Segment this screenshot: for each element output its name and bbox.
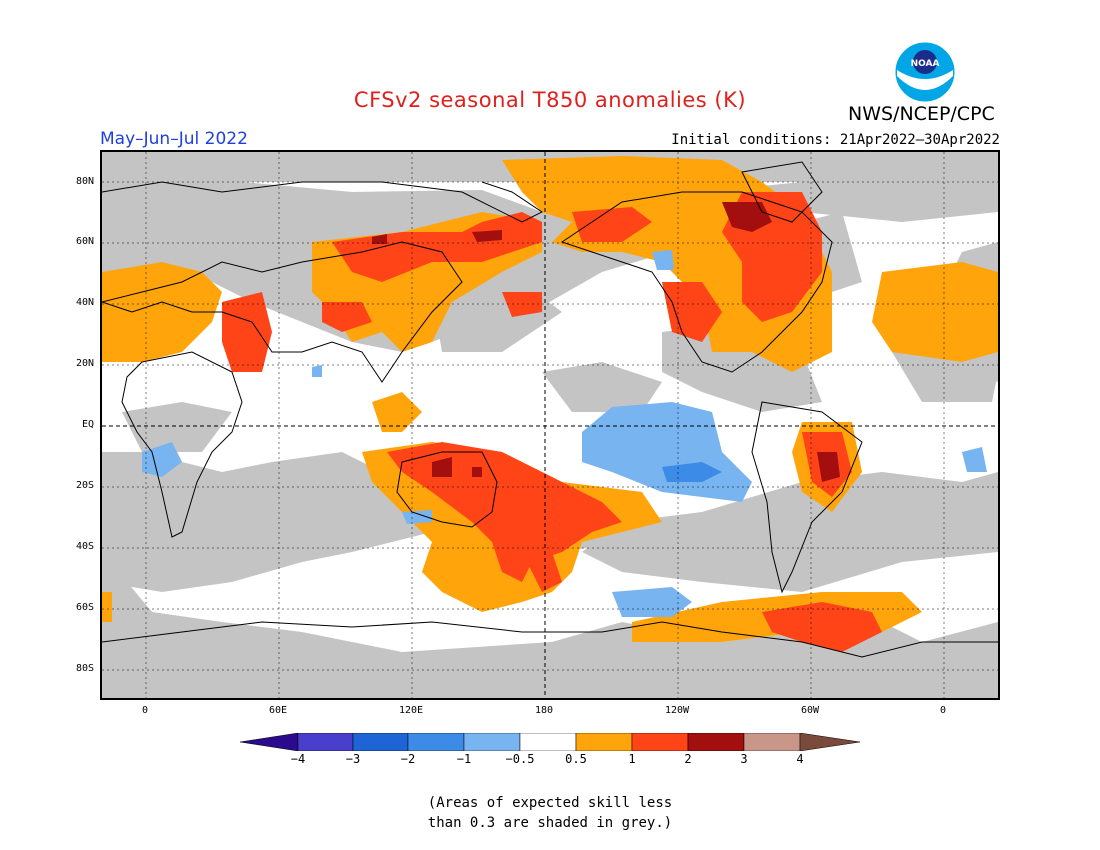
lon-label: 0 bbox=[939, 705, 947, 716]
lat-label: 60N bbox=[75, 236, 94, 247]
forecast-period: May–Jun–Jul 2022 bbox=[100, 129, 248, 149]
colorbar-tick: −1 bbox=[456, 752, 472, 766]
colorbar-arrow-high bbox=[799, 732, 861, 752]
colorbar-tick: −0.5 bbox=[505, 752, 535, 766]
colorbar-tick: 0.5 bbox=[565, 752, 587, 766]
organization-label: NWS/NCEP/CPC bbox=[848, 103, 995, 125]
lat-label: 60S bbox=[75, 602, 94, 613]
negative-anomaly-1-to-2 bbox=[662, 462, 722, 482]
skill-note-line: than 0.3 are shaded in grey.) bbox=[427, 815, 673, 831]
lat-label: 40S bbox=[75, 541, 94, 552]
noaa-logo: NOAA bbox=[893, 40, 957, 108]
colorbar-segment bbox=[687, 732, 745, 752]
graticule bbox=[102, 152, 998, 698]
lon-label: 60E bbox=[268, 705, 288, 716]
lon-label: 180 bbox=[534, 705, 554, 716]
lat-label: 20S bbox=[75, 480, 94, 491]
svg-text:NOAA: NOAA bbox=[911, 59, 940, 69]
colorbar bbox=[239, 732, 862, 755]
colorbar-segment bbox=[631, 732, 689, 752]
skill-note: (Areas of expected skill less than 0.3 a… bbox=[0, 793, 1100, 833]
lat-label: EQ bbox=[81, 419, 94, 430]
lon-label: 120W bbox=[664, 705, 690, 716]
lon-label: 60W bbox=[800, 705, 820, 716]
colorbar-tick: 2 bbox=[684, 752, 692, 766]
colorbar-tick: −4 bbox=[290, 752, 306, 766]
colorbar-segment bbox=[743, 732, 801, 752]
lat-label: 80N bbox=[75, 176, 94, 187]
lon-label: 0 bbox=[141, 705, 149, 716]
colorbar-segment bbox=[519, 732, 577, 752]
equator-dateline bbox=[102, 152, 998, 698]
colorbar-segment bbox=[463, 732, 521, 752]
lat-label: 80S bbox=[75, 663, 94, 674]
colorbar-segment bbox=[297, 732, 354, 752]
map-title: CFSv2 seasonal T850 anomalies (K) bbox=[353, 88, 747, 112]
positive-anomaly-2-to-3 bbox=[372, 202, 840, 482]
colorbar-segment bbox=[407, 732, 465, 752]
colorbar-segment bbox=[575, 732, 633, 752]
colorbar-tick: 1 bbox=[628, 752, 636, 766]
colorbar-tick: −2 bbox=[400, 752, 416, 766]
lon-label: 120E bbox=[398, 705, 424, 716]
colorbar-arrow-low bbox=[239, 732, 299, 752]
lat-label: 40N bbox=[75, 297, 94, 308]
colorbar-tick: 4 bbox=[796, 752, 804, 766]
colorbar-tick: −3 bbox=[345, 752, 361, 766]
coastline bbox=[102, 161, 998, 658]
anomaly-map bbox=[100, 150, 1000, 700]
skill-note-line: (Areas of expected skill less bbox=[427, 795, 673, 811]
colorbar-segment bbox=[352, 732, 409, 752]
colorbar-tick: 3 bbox=[740, 752, 748, 766]
initial-conditions-label: Initial conditions: 21Apr2022–30Apr2022 bbox=[671, 132, 1000, 148]
lat-label: 20N bbox=[75, 358, 94, 369]
